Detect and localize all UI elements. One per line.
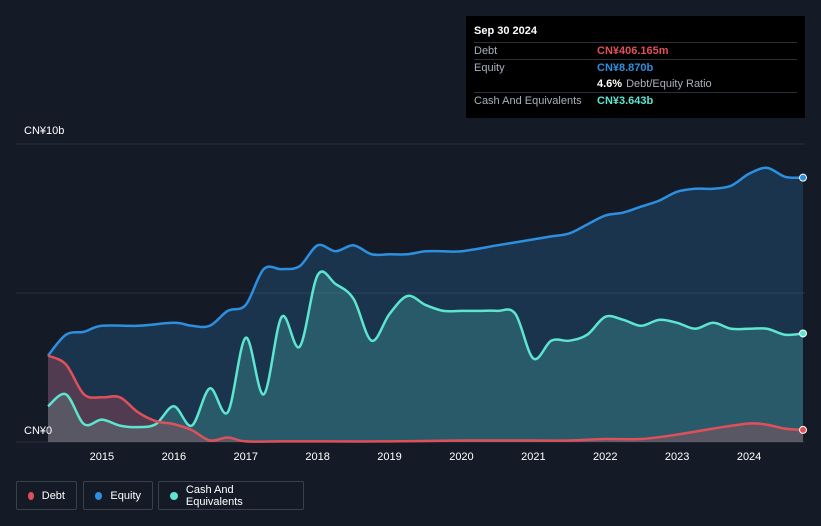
tooltip-equity-label: Equity	[474, 62, 505, 74]
cash-end-marker	[799, 329, 807, 338]
debt-area	[48, 355, 803, 442]
legend-cash[interactable]: Cash And Equivalents	[158, 481, 304, 510]
x-tick-label-2021: 2021	[521, 451, 546, 463]
x-tick-label-2023: 2023	[664, 451, 690, 463]
x-tick-label-2016: 2016	[161, 451, 187, 463]
cash-line	[47, 270, 804, 429]
x-tick-label-2019: 2019	[377, 451, 402, 463]
tooltip-debt-row: Debt CN¥406.165m	[474, 42, 797, 59]
x-tick-label-2015: 2015	[89, 451, 115, 463]
tooltip-debt-label: Debt	[474, 45, 498, 57]
legend-equity-dot	[95, 491, 103, 500]
tooltip-cash-value: CN¥3.643b	[597, 95, 654, 107]
equity-end-marker	[799, 173, 807, 182]
legend-debt-dot	[28, 491, 34, 500]
legend-equity-label: Equity	[110, 489, 141, 502]
tooltip-cash-row: Cash And Equivalents CN¥3.643b	[474, 92, 797, 109]
tooltip-panel: Sep 30 2024 Debt CN¥406.165m Equity CN¥8…	[466, 16, 805, 118]
x-tick-label-2017: 2017	[233, 451, 258, 463]
tooltip-ratio-value: 4.6%	[597, 78, 623, 90]
x-tick-label-2018: 2018	[305, 451, 330, 463]
legend-debt[interactable]: Debt	[16, 481, 77, 510]
legend-debt-label: Debt	[41, 489, 65, 502]
legend-equity[interactable]: Equity	[83, 481, 153, 510]
x-tick-label-2024: 2024	[736, 451, 762, 463]
tooltip-date: Sep 30 2024	[474, 25, 537, 37]
x-tick-label-2022: 2022	[593, 451, 618, 463]
tooltip-equity-row: Equity CN¥8.870b	[474, 59, 797, 76]
legend-cash-label: Cash And Equivalents	[185, 483, 243, 508]
tooltip-ratio-label: Debt/Equity Ratio	[626, 78, 712, 90]
x-tick-label-2020: 2020	[449, 451, 474, 463]
y-tick-label-zero: CN¥0	[24, 425, 53, 437]
debt-line	[47, 354, 804, 443]
tooltip-ratio-row: 4.6% Debt/Equity Ratio	[474, 76, 797, 92]
tooltip-equity-value: CN¥8.870b	[597, 62, 654, 74]
debt-end-marker	[799, 425, 807, 434]
legend-cash-dot	[170, 491, 178, 500]
tooltip-cash-label: Cash And Equivalents	[474, 95, 582, 107]
tooltip-debt-value: CN¥406.165m	[597, 45, 669, 57]
equity-line	[47, 166, 804, 357]
cash-area	[48, 271, 803, 442]
y-tick-label-top: CN¥10b	[24, 125, 65, 137]
